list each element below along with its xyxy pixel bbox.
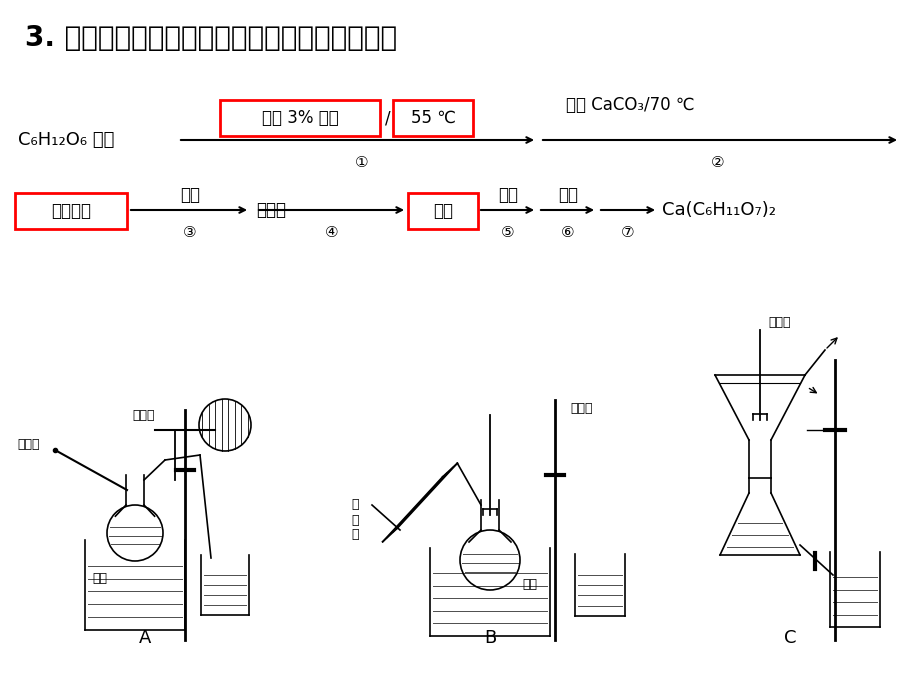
Text: 干燥: 干燥	[558, 186, 577, 204]
Text: ④: ④	[324, 224, 338, 239]
Text: 悬浊液: 悬浊液	[255, 201, 286, 219]
Text: ⑦: ⑦	[620, 224, 634, 239]
Text: 3. 葡萄糖酸钙是一种可促进骨骼生长的营养物质: 3. 葡萄糖酸钙是一种可促进骨骼生长的营养物质	[25, 24, 397, 52]
Text: ②: ②	[710, 155, 724, 170]
Text: 乙醇: 乙醇	[180, 186, 199, 204]
Bar	[220, 100, 380, 136]
Text: Ca(C₆H₁₁O₇)₂: Ca(C₆H₁₁O₇)₂	[662, 201, 775, 219]
Text: 搅拌器: 搅拌器	[767, 315, 789, 328]
Text: 水浴: 水浴	[93, 571, 108, 584]
Text: 搅拌器: 搅拌器	[570, 402, 592, 415]
Bar	[15, 193, 127, 229]
Text: 搅拌器: 搅拌器	[132, 408, 154, 422]
Text: ⑤: ⑤	[501, 224, 515, 239]
Text: A: A	[139, 629, 151, 647]
Text: 抽滤: 抽滤	[433, 202, 452, 220]
Text: /: /	[385, 109, 391, 127]
Text: ①: ①	[355, 155, 369, 170]
Text: B: B	[483, 629, 495, 647]
Bar	[407, 193, 478, 229]
Text: 温度计: 温度计	[17, 439, 40, 451]
Text: 洗涤: 洗涤	[497, 186, 517, 204]
Text: C: C	[783, 629, 795, 647]
Text: 水浴: 水浴	[522, 578, 537, 591]
Text: 趁热过滤: 趁热过滤	[51, 202, 91, 220]
Text: 过量 CaCO₃/70 ℃: 过量 CaCO₃/70 ℃	[565, 96, 694, 114]
Text: 55 ℃: 55 ℃	[410, 109, 455, 127]
Text: 温
度
计: 温 度 计	[351, 498, 358, 542]
Text: C₆H₁₂O₆ 溶液: C₆H₁₂O₆ 溶液	[18, 131, 114, 149]
Text: ⑥: ⑥	[561, 224, 574, 239]
Text: 滴加 3% 溴水: 滴加 3% 溴水	[261, 109, 338, 127]
Bar	[392, 100, 472, 136]
Text: ③: ③	[183, 224, 197, 239]
